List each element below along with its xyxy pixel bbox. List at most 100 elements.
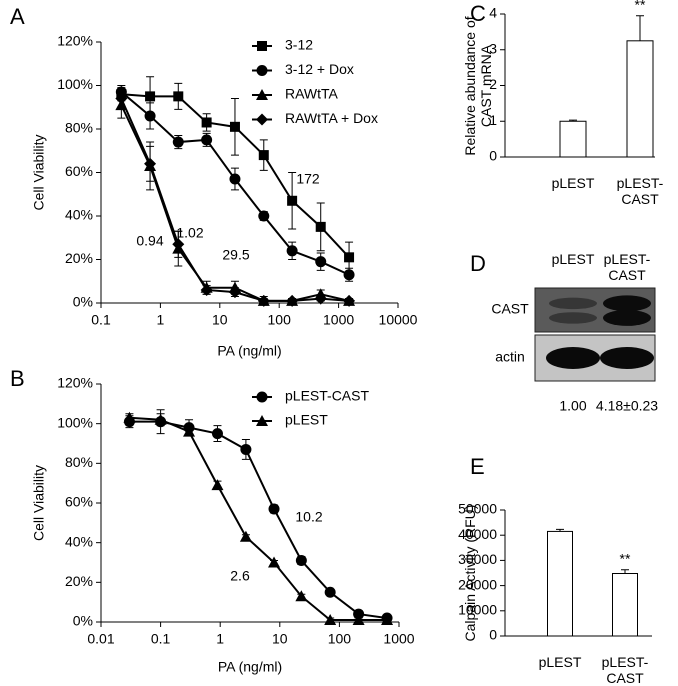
cast-band xyxy=(549,312,597,324)
marker xyxy=(201,134,213,146)
marker xyxy=(239,530,252,542)
marker xyxy=(257,294,270,307)
annotation: 10.2 xyxy=(295,509,322,525)
bar xyxy=(559,120,587,158)
marker xyxy=(115,92,128,105)
x-tick-label: 0.01 xyxy=(87,631,114,647)
x-axis-label: PA (ng/ml) xyxy=(218,659,282,675)
y-tick-label: 4 xyxy=(489,5,497,21)
legend-label: RAWtTA xyxy=(285,86,339,102)
marker xyxy=(352,614,365,626)
marker xyxy=(295,590,308,602)
x-tick-label: 100 xyxy=(328,631,352,647)
error-bar xyxy=(636,15,644,41)
annotation: ** xyxy=(635,0,646,12)
bar xyxy=(612,573,638,637)
bar xyxy=(547,530,573,637)
x-tick-label: 10 xyxy=(272,631,288,647)
x-tick-label: pLEST-CAST xyxy=(616,175,664,207)
marker xyxy=(315,221,326,232)
legend-label: pLEST xyxy=(285,412,328,428)
x-tick-label: 0.1 xyxy=(91,312,111,328)
x-tick-label: pLEST xyxy=(538,654,582,670)
y-tick-label: 20% xyxy=(65,250,93,266)
legend-marker xyxy=(256,65,268,76)
y-tick-label: 100% xyxy=(57,414,93,430)
series-line xyxy=(129,420,388,620)
marker xyxy=(286,294,299,307)
x-tick-label: 10000 xyxy=(379,312,418,328)
panel-label: C xyxy=(470,1,486,26)
marker xyxy=(154,413,167,425)
x-tick-label: 10 xyxy=(212,312,228,328)
annotation: 0.94 xyxy=(136,233,163,249)
marker xyxy=(172,136,184,148)
y-tick-label: 40% xyxy=(65,207,93,223)
marker xyxy=(286,245,298,257)
marker xyxy=(381,614,394,626)
y-tick-label: 3 xyxy=(489,40,497,56)
panel-label: D xyxy=(470,251,486,276)
marker xyxy=(287,195,298,206)
error-bar xyxy=(569,119,577,122)
marker xyxy=(172,238,185,251)
marker xyxy=(173,91,184,102)
panel-label: B xyxy=(10,366,25,391)
y-tick-label: 50000 xyxy=(458,501,497,517)
value-label: 4.18±0.23 xyxy=(596,398,658,414)
x-axis-label: PA (ng/ml) xyxy=(217,343,281,359)
y-tick-label: 40% xyxy=(65,533,93,549)
marker xyxy=(268,503,280,515)
x-tick-label: 1 xyxy=(216,631,224,647)
y-tick-label: 1 xyxy=(489,112,497,128)
y-tick-label: 2 xyxy=(489,76,497,92)
y-axis-label: Cell Viability xyxy=(31,465,47,541)
marker xyxy=(144,157,157,170)
annotation: ** xyxy=(620,550,631,566)
legend-label: 3-12 + Dox xyxy=(285,61,354,77)
value-label: 1.00 xyxy=(559,398,586,414)
marker xyxy=(324,586,336,598)
y-tick-label: 80% xyxy=(65,454,93,470)
panel-label: E xyxy=(470,454,485,479)
marker xyxy=(258,150,269,161)
y-tick-label: 0 xyxy=(489,148,497,164)
actin-band xyxy=(600,347,654,369)
error-bar xyxy=(556,528,564,532)
marker xyxy=(144,110,156,122)
legend-label: 3-12 xyxy=(285,37,313,53)
marker xyxy=(228,286,241,299)
legend-marker xyxy=(256,89,268,100)
actin-band xyxy=(546,347,600,369)
legend-marker xyxy=(256,391,268,403)
marker xyxy=(240,443,252,455)
row-label: actin xyxy=(495,349,525,365)
y-tick-label: 100% xyxy=(57,76,93,92)
annotation: 2.6 xyxy=(230,568,250,584)
marker xyxy=(343,294,356,307)
legend-label: pLEST-CAST xyxy=(285,388,369,404)
marker xyxy=(211,479,224,491)
marker xyxy=(324,614,337,626)
legend-label: RAWtTA + Dox xyxy=(285,110,378,126)
y-axis-label: Calpain Activity (RFU) xyxy=(462,504,478,642)
annotation: 29.5 xyxy=(222,247,249,263)
lane-label: pLEST-CAST xyxy=(603,251,651,283)
marker xyxy=(268,556,281,568)
x-tick-label: 0.1 xyxy=(151,631,171,647)
y-axis-label: Cell Viability xyxy=(31,135,47,211)
panel-label: A xyxy=(10,4,25,29)
y-tick-label: 120% xyxy=(57,33,93,49)
marker xyxy=(200,283,213,296)
x-tick-label: pLEST xyxy=(551,175,595,191)
error-bar xyxy=(621,569,629,574)
y-tick-label: 30000 xyxy=(458,551,497,567)
y-tick-label: 40000 xyxy=(458,526,497,542)
legend-marker xyxy=(256,113,268,126)
marker xyxy=(343,269,355,281)
row-label: CAST xyxy=(491,301,529,317)
marker xyxy=(344,252,355,263)
x-tick-label: 1000 xyxy=(323,312,354,328)
y-tick-label: 20% xyxy=(65,573,93,589)
